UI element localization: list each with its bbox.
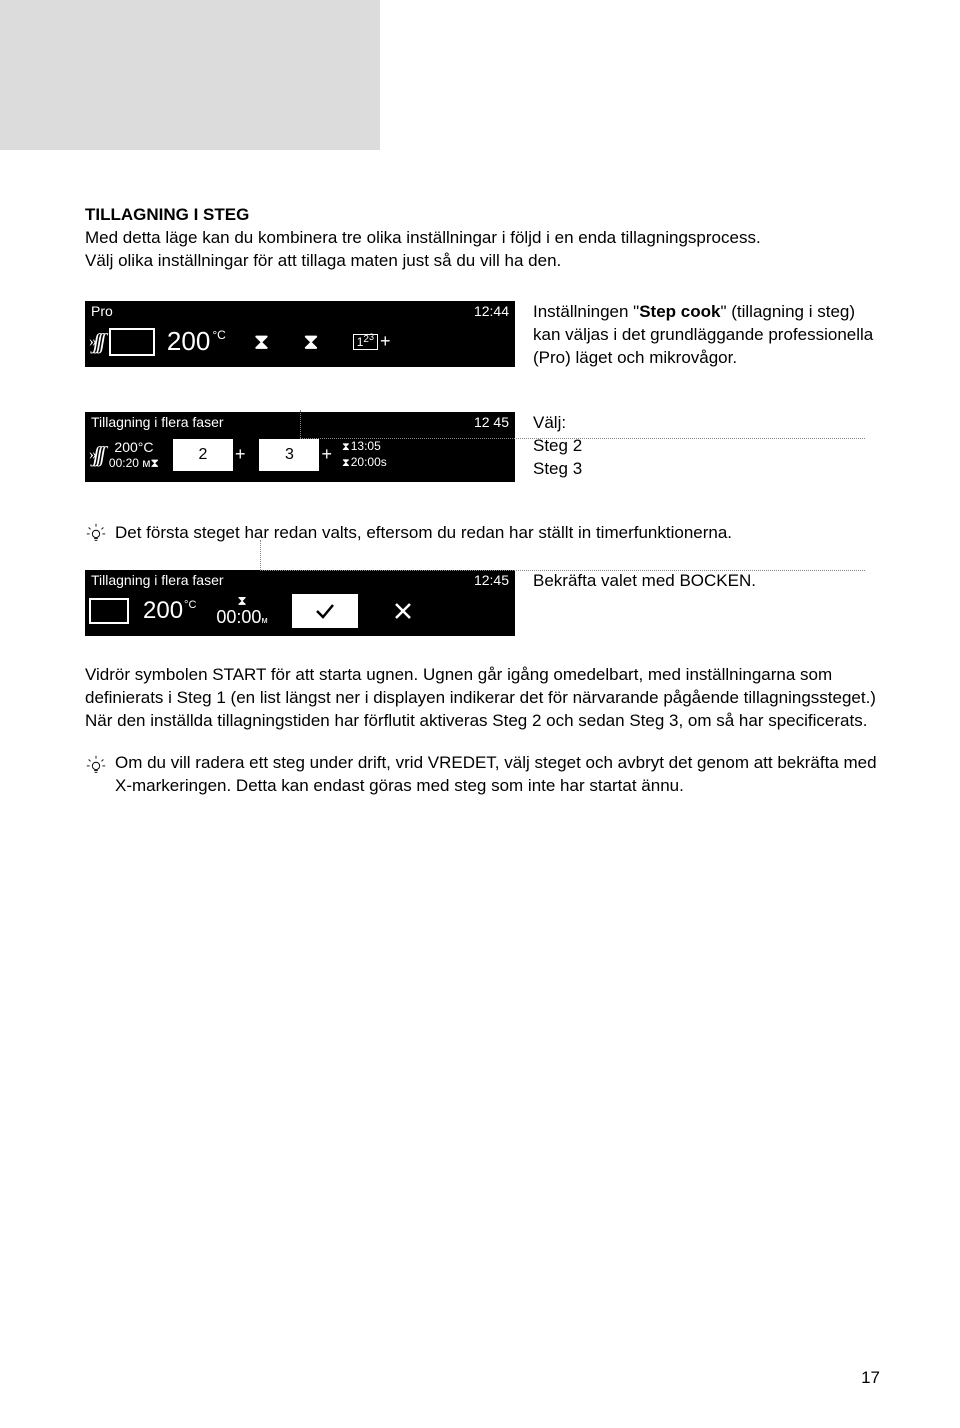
panel1-desc-pre: Inställningen " xyxy=(533,302,639,321)
hourglass-icon: ⧗ xyxy=(303,329,318,355)
x-icon xyxy=(391,599,415,623)
panel3-mode: Tillagning i flera faser xyxy=(91,572,224,588)
plus-icon: + xyxy=(321,444,332,465)
check-icon xyxy=(313,599,337,623)
panel2-time1: 13:05 xyxy=(342,439,387,455)
row-panel-1: Pro 12:44 ʃʃʃ 200 °C ⧗ ⧗ 123 + Inställni… xyxy=(85,301,880,370)
step2-box: 2 xyxy=(173,439,233,471)
lightbulb-tip-icon xyxy=(85,754,107,776)
panel2-step1-time: 00:20 ᴍ⧗ xyxy=(109,456,159,470)
panel1-desc-bold: Step cook xyxy=(639,302,720,321)
panel3-temp-value: 200 xyxy=(143,597,183,625)
panel3-clock: 12:45 xyxy=(474,572,509,588)
panel3-timer: ⧗ 00:00ᴍ xyxy=(216,594,267,628)
plus-icon: + xyxy=(380,331,391,352)
oven-display-3: Tillagning i flera faser 12:45 200 °C ⧗ … xyxy=(85,570,515,636)
panel1-description: Inställningen "Step cook" (tillagning i … xyxy=(533,301,880,370)
dotted-leader-2v xyxy=(260,540,261,570)
celsius-unit: °C xyxy=(184,599,196,611)
steam-chevron-icon: ʃʃʃ xyxy=(89,442,103,468)
panel3-timer-sub: ᴍ xyxy=(261,615,267,625)
panel1-temp: 200 °C xyxy=(167,326,226,357)
step-box-123: 123 + xyxy=(353,331,391,352)
dotted-leader-1h xyxy=(300,438,865,439)
plus-icon: + xyxy=(235,444,246,465)
panel3-description: Bekräfta valet med BOCKEN. xyxy=(533,570,880,593)
panel3-temp: 200 °C xyxy=(143,597,196,625)
intro-line-1: Med detta läge kan du kombinera tre olik… xyxy=(85,227,880,250)
celsius-unit: °C xyxy=(212,328,225,342)
panel2-time2: 20:00s xyxy=(342,455,387,471)
hourglass-icon: ⧗ xyxy=(237,594,246,607)
page-header-gray-block xyxy=(0,0,380,150)
cancel-x-button[interactable] xyxy=(370,594,436,628)
page-content: TILLAGNING I STEG Med detta läge kan du … xyxy=(0,150,960,798)
dotted-leader-2h xyxy=(260,570,865,571)
panel2-step3-box: 3 + xyxy=(259,439,332,471)
tip2-text: Om du vill radera ett steg under drift, … xyxy=(115,752,880,798)
panel1-clock: 12:44 xyxy=(474,303,509,319)
confirm-check-button[interactable] xyxy=(292,594,358,628)
page-number: 17 xyxy=(861,1368,880,1388)
tip-2: Om du vill radera ett steg under drift, … xyxy=(85,752,880,798)
panel1-temp-value: 200 xyxy=(167,326,210,357)
hourglass-icon: ⧗ xyxy=(254,329,269,355)
panel2-step1-temp: 200°C xyxy=(114,439,153,456)
panel3-timer-value: 00:00 xyxy=(216,607,261,627)
panel2-step1-col: 200°C 00:20 ᴍ⧗ xyxy=(109,439,159,470)
section-title: TILLAGNING I STEG xyxy=(85,205,880,225)
oven-display-1: Pro 12:44 ʃʃʃ 200 °C ⧗ ⧗ 123 + xyxy=(85,301,515,367)
steam-chevron-icon: ʃʃʃ xyxy=(89,329,103,355)
panel2-side-l2: Steg 3 xyxy=(533,458,880,481)
row-panel-2: Tillagning i flera faser 12 45 ʃʃʃ 200°C… xyxy=(85,412,880,482)
paragraph-start-instructions: Vidrör symbolen START för att starta ugn… xyxy=(85,664,880,733)
dotted-leader-1v xyxy=(300,410,301,438)
panel2-side-title: Välj: xyxy=(533,412,880,435)
step3-box: 3 xyxy=(259,439,319,471)
panel1-mode: Pro xyxy=(91,303,113,319)
panel2-times-col: 13:05 20:00s xyxy=(342,439,387,470)
row-panel-3: Tillagning i flera faser 12:45 200 °C ⧗ … xyxy=(85,570,880,636)
panel2-description: Välj: Steg 2 Steg 3 xyxy=(533,412,880,481)
panel2-step2-box: 2 + xyxy=(173,439,246,471)
mode-rect-icon xyxy=(89,598,129,624)
tip1-text: Det första steget har redan valts, efter… xyxy=(115,522,732,545)
tip-1: Det första steget har redan valts, efter… xyxy=(85,522,880,545)
intro-line-2: Välj olika inställningar för att tillaga… xyxy=(85,250,880,273)
panel2-clock: 12 45 xyxy=(474,414,509,430)
panel2-mode: Tillagning i flera faser xyxy=(91,414,224,430)
lightbulb-tip-icon xyxy=(85,522,107,544)
mode-rect-icon xyxy=(109,328,155,356)
